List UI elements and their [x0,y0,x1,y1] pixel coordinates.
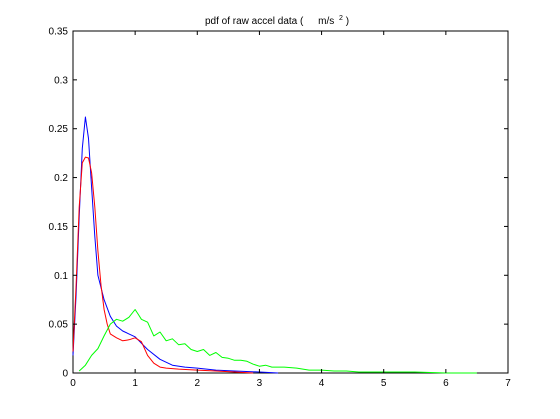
chart-title: pdf of raw accel data ( m/s 2 ) [205,12,349,27]
series-layer [72,116,477,374]
y-tick-label: 0 [62,369,68,380]
chart-title-unit-exponent: 2 [339,15,343,22]
y-tick-label: 0.2 [54,173,68,184]
chart-title-main: pdf of raw accel data ( [205,16,304,27]
x-tick-label: 3 [257,378,263,389]
y-tick-label: 0.35 [49,27,69,38]
series-line-2 [72,156,254,374]
y-axis: 0 0.05 0.1 0.15 0.2 0.25 0.3 0.35 [49,27,508,380]
chart-title-unit: m/s [318,16,334,27]
x-tick-label: 4 [319,378,325,389]
x-tick-label: 6 [443,378,449,389]
series-line-3 [78,309,477,374]
plot-area [72,30,509,374]
y-tick-label: 0.25 [49,124,69,135]
y-tick-label: 0.05 [49,320,69,331]
x-tick-label: 2 [195,378,201,389]
x-tick-label: 0 [70,378,76,389]
x-axis: 0 1 2 3 4 5 6 7 [70,31,511,389]
series-line-1 [72,116,279,374]
y-tick-label: 0.15 [49,222,69,233]
chart-title-close: ) [346,16,349,27]
x-tick-label: 5 [381,378,387,389]
y-tick-label: 0.1 [54,271,68,282]
x-tick-label: 7 [505,378,511,389]
x-tick-label: 1 [132,378,138,389]
y-tick-label: 0.3 [54,75,68,86]
